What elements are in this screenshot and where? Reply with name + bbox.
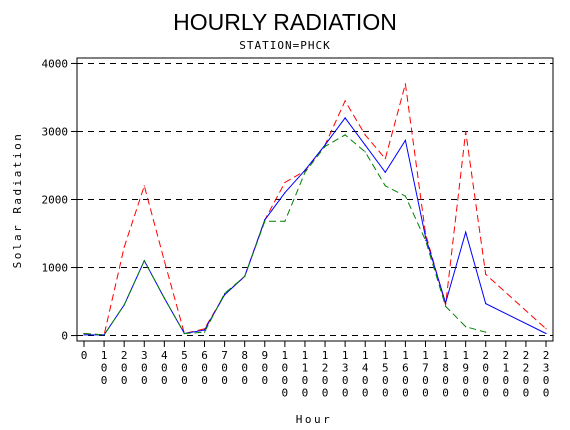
y-axis-label: Solar Radiation (11, 132, 24, 269)
data-point (203, 329, 206, 331)
series-lines (83, 83, 547, 336)
data-point (444, 302, 447, 304)
data-point (264, 219, 266, 221)
data-point (143, 260, 145, 262)
data-point (284, 192, 286, 194)
data-point (83, 332, 85, 335)
data-point (304, 169, 306, 171)
data-point (344, 134, 346, 136)
data-point (224, 292, 226, 294)
data-point (284, 181, 286, 184)
x-tick-label: 0 (81, 349, 88, 362)
data-point (465, 231, 467, 233)
data-point (284, 220, 286, 222)
data-point (304, 171, 306, 173)
data-point (264, 220, 266, 222)
data-point (364, 151, 366, 153)
data-point (404, 195, 406, 197)
data-point (143, 185, 145, 187)
data-point (244, 275, 246, 277)
data-point (384, 158, 386, 160)
data-point (183, 332, 186, 335)
chart-subtitle: STATION=PHCK (239, 39, 330, 52)
y-tick-label: 4000 (42, 57, 69, 70)
data-point (224, 294, 226, 296)
data-point (123, 246, 125, 248)
chart-title: HOURLY RADIATION (173, 9, 397, 35)
data-point (324, 145, 326, 148)
data-point (364, 134, 366, 136)
data-point (545, 332, 547, 335)
data-point (203, 331, 206, 333)
data-point (83, 334, 85, 336)
data-point (485, 302, 487, 305)
data-point (324, 144, 326, 146)
data-point (444, 305, 447, 307)
y-tick-label: 0 (61, 330, 68, 343)
data-point (465, 326, 467, 328)
series-line-0 (83, 83, 547, 336)
y-tick-label: 1000 (42, 262, 69, 275)
plot-frame (76, 57, 554, 342)
x-axis-label: Hour (296, 413, 333, 426)
data-point (424, 239, 427, 241)
data-point (344, 117, 346, 119)
gridlines (77, 62, 553, 337)
series-line-1 (84, 117, 547, 336)
data-point (103, 334, 105, 336)
data-point (344, 100, 346, 102)
data-point (384, 185, 386, 187)
data-point (444, 304, 447, 306)
data-point (404, 139, 406, 141)
data-point (123, 304, 125, 306)
data-point (465, 130, 467, 133)
data-point (404, 83, 406, 85)
data-point (485, 273, 487, 275)
data-point (545, 328, 547, 330)
data-point (364, 144, 366, 146)
data-point (384, 171, 386, 173)
data-point (163, 297, 165, 299)
y-tick-label: 3000 (42, 125, 69, 138)
y-axis: 0 1000 2000 3000 4000 (42, 57, 77, 343)
data-point (485, 331, 487, 333)
data-point (424, 236, 427, 238)
y-tick-label: 2000 (42, 194, 69, 207)
data-point (163, 260, 165, 262)
x-axis: 0 1 0 0 2 0 0 3 0 0 4 0 0 5 0 0 6 0 0 7 0 0 8 0 0 9 0 0 1 0 0 0 1 1 0 0 1 2 0 0… (81, 341, 550, 400)
